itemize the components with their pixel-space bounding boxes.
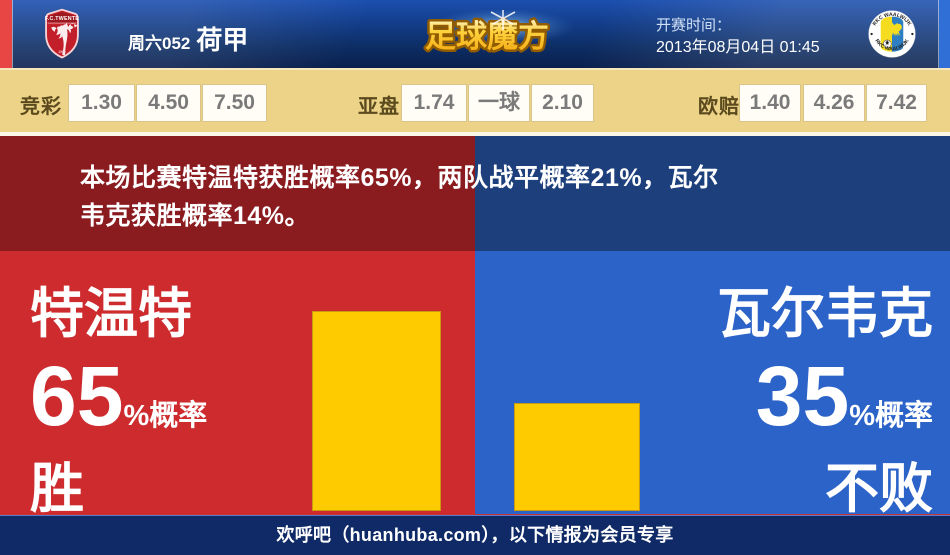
- svg-text:F.C.TWENTE: F.C.TWENTE: [45, 16, 79, 22]
- svg-text:1965: 1965: [58, 50, 66, 54]
- svg-text:足球魔方: 足球魔方: [425, 19, 549, 54]
